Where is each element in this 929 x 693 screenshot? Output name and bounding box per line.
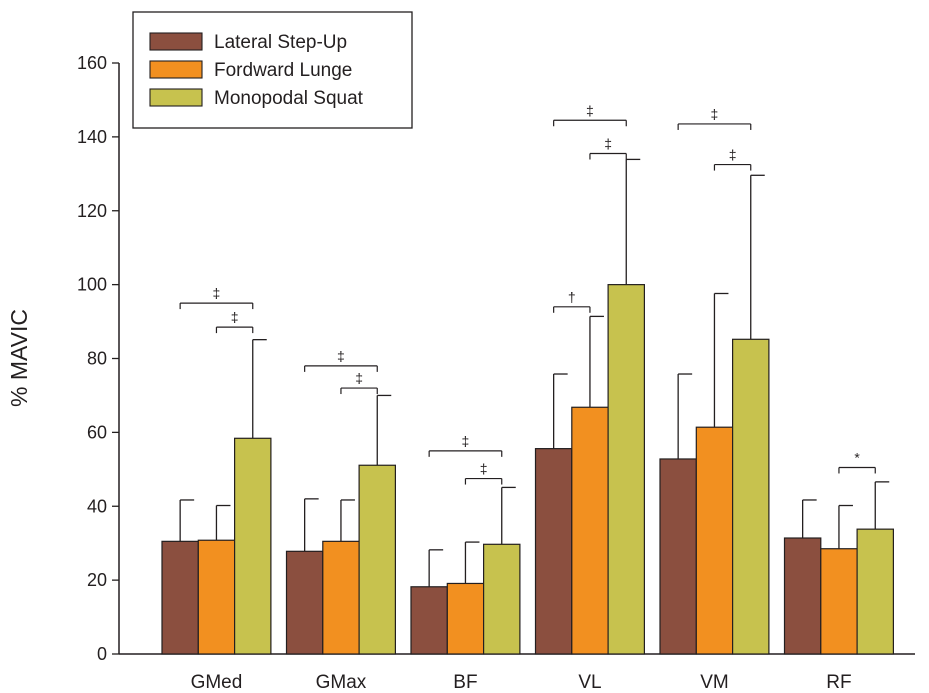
bar [856,528,894,655]
bar [285,550,324,655]
significance-marker: ‡ [231,309,239,325]
bar [571,406,609,655]
bar [197,539,236,655]
significance-marker: ‡ [462,433,470,449]
significance-marker: ‡ [355,370,363,386]
significance-marker: ‡ [604,135,612,151]
significance-marker: ‡ [213,285,221,301]
bar [410,586,448,655]
x-tick-label: VM [700,672,729,693]
bar [234,437,272,655]
significance-marker: ‡ [586,102,594,118]
legend-label: Lateral Step-Up [214,32,347,53]
bar [659,458,697,655]
y-tick-label: 0 [97,644,107,664]
bar [695,426,734,655]
bar [358,464,397,655]
y-tick-label: 60 [87,422,107,442]
y-tick-label: 100 [77,275,107,295]
y-tick-label: 120 [77,201,107,221]
legend: Lateral Step-Up Fordward Lunge Monopodal S… [132,11,413,129]
significance-marker: ‡ [729,147,737,163]
bar [483,543,521,655]
bar [731,338,770,655]
legend-swatch [149,32,203,51]
x-tick-label: GMax [316,672,367,693]
bar [161,540,199,655]
legend-label: Monopodal Squat [214,88,364,109]
x-tick-label: RF [826,672,851,693]
x-tick-label: VL [578,672,601,693]
y-tick-label: 20 [87,570,107,590]
bar [607,284,645,655]
plot-area: 0 20 40 60 80 100 120 140 160 GMed GMax BF VL VM RF ‡ ‡ ‡… [77,53,915,693]
y-tick-label: 140 [77,127,107,147]
x-tick-label: GMed [191,672,243,693]
legend-swatch [149,60,203,79]
significance-marker: † [568,289,576,305]
x-tick-label: BF [453,672,477,693]
bar [534,448,573,655]
bar [820,548,858,655]
legend-swatch [149,88,203,107]
y-axis-title: % MAVIC [6,309,32,407]
bar [322,540,360,655]
significance-marker: * [854,449,860,465]
significance-marker: ‡ [711,106,719,122]
y-tick-label: 160 [77,53,107,73]
bar [783,537,822,655]
legend-label: Fordward Lunge [214,60,352,81]
significance-marker: ‡ [480,461,488,477]
bar [446,582,485,655]
y-tick-label: 40 [87,496,107,516]
y-tick-label: 80 [87,349,107,369]
significance-marker: ‡ [337,348,345,364]
